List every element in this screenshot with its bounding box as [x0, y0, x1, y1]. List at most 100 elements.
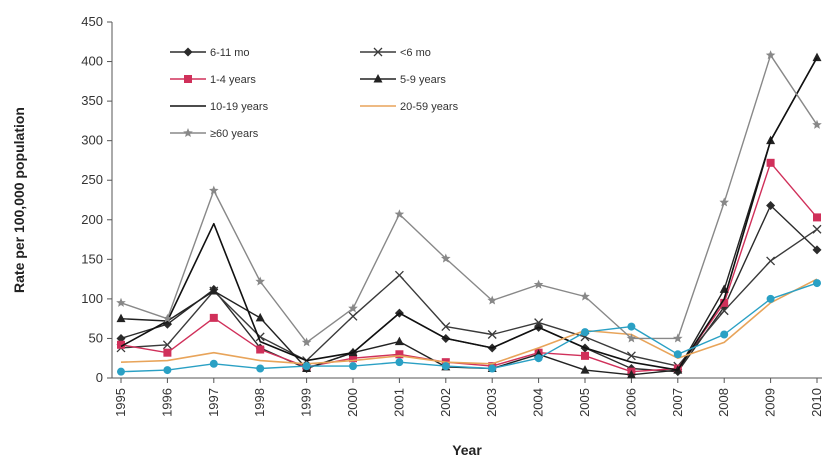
data-point — [766, 256, 776, 266]
x-tick-label: 2004 — [531, 388, 546, 417]
data-point — [626, 351, 636, 361]
x-tick-label: 1997 — [206, 388, 221, 417]
data-point — [533, 279, 544, 289]
series-line — [120, 162, 818, 373]
data-point — [209, 359, 218, 368]
data-point — [812, 52, 822, 62]
x-tick-label: 2005 — [577, 388, 592, 417]
data-point — [581, 351, 589, 360]
data-point — [301, 337, 312, 347]
legend-marker — [184, 75, 192, 83]
y-tick-label: 250 — [81, 172, 103, 187]
legend-item: 5-9 years — [360, 74, 446, 86]
data-point — [673, 350, 682, 359]
series-line — [120, 57, 818, 371]
data-point — [627, 322, 636, 331]
data-point — [209, 285, 219, 295]
legend-label: ≥60 years — [210, 128, 259, 140]
legend-item: 1-4 years — [170, 74, 256, 86]
data-point — [581, 328, 589, 337]
data-point — [209, 313, 218, 322]
data-point — [117, 367, 125, 376]
legend-item: 10-19 years — [170, 101, 269, 113]
data-point — [117, 340, 125, 349]
series — [116, 50, 822, 379]
y-tick-label: 300 — [81, 133, 103, 148]
legend-marker — [373, 74, 383, 83]
data-point — [487, 330, 497, 339]
legend-marker — [183, 47, 193, 57]
legend-item: ≥60 years — [170, 128, 259, 140]
data-point — [163, 348, 172, 357]
legend-item: 20-59 years — [360, 101, 459, 113]
x-tick-label: 1996 — [159, 388, 174, 417]
y-tick-label: 150 — [81, 251, 103, 266]
y-tick-label: 400 — [81, 54, 103, 69]
y-tick-label: 50 — [89, 330, 103, 345]
y-axis-title: Rate per 100,000 population — [11, 107, 27, 293]
data-point — [255, 276, 265, 286]
legend-label: 10-19 years — [210, 101, 269, 113]
data-point — [116, 313, 126, 323]
data-point — [255, 312, 265, 322]
data-point — [116, 297, 126, 307]
y-tick-label: 100 — [81, 291, 103, 306]
data-point — [812, 245, 822, 255]
data-point — [626, 333, 637, 343]
series-line — [120, 282, 818, 373]
data-point — [487, 295, 497, 305]
x-tick-label: 2010 — [809, 388, 824, 417]
data-point — [720, 298, 729, 307]
x-tick-label: 2008 — [716, 388, 731, 417]
data-point — [394, 336, 404, 346]
data-point — [812, 224, 822, 234]
legend-marker — [183, 128, 193, 137]
x-tick-label: 1998 — [252, 388, 267, 417]
data-point — [719, 306, 729, 316]
legend-label: 6-11 mo — [210, 47, 250, 59]
x-ticks: 1995 1996 1997 1998 1999 2000 2001 2002 2003 2004… — [113, 378, 824, 417]
data-point — [209, 185, 219, 195]
data-point — [766, 201, 776, 211]
series-4 — [120, 57, 818, 371]
data-point — [394, 270, 404, 280]
x-tick-label: 2007 — [670, 388, 685, 417]
data-point — [765, 50, 776, 60]
legend-item: <6 mo — [360, 47, 431, 59]
series-6 — [116, 50, 822, 347]
y-tick-label: 200 — [81, 212, 103, 227]
legend-label: 1-4 years — [210, 74, 256, 86]
data-point — [163, 366, 172, 375]
series-5 — [120, 278, 818, 365]
data-point — [534, 318, 544, 328]
data-point — [580, 365, 590, 374]
data-point — [349, 362, 357, 371]
x-tick-label: 1995 — [113, 388, 128, 417]
axes — [111, 22, 822, 379]
data-point — [116, 333, 126, 343]
data-point — [813, 213, 821, 222]
y-tick-label: 450 — [81, 14, 103, 29]
data-point — [441, 322, 451, 332]
data-point — [720, 330, 729, 339]
series-7 — [117, 279, 821, 376]
x-tick-label: 1999 — [299, 388, 314, 417]
data-point — [256, 345, 265, 354]
data-point — [256, 364, 265, 373]
data-point — [349, 354, 357, 363]
data-point — [302, 362, 311, 371]
x-tick-label: 2001 — [391, 388, 406, 417]
data-point — [766, 294, 775, 303]
data-point — [534, 354, 543, 363]
data-point — [580, 291, 590, 301]
data-point — [348, 303, 358, 313]
data-point — [719, 197, 729, 207]
data-point — [812, 119, 822, 129]
series-line — [120, 278, 818, 365]
legend-label: 20-59 years — [400, 101, 459, 113]
data-point — [348, 311, 358, 321]
data-point — [441, 362, 450, 371]
series-1 — [116, 224, 822, 371]
